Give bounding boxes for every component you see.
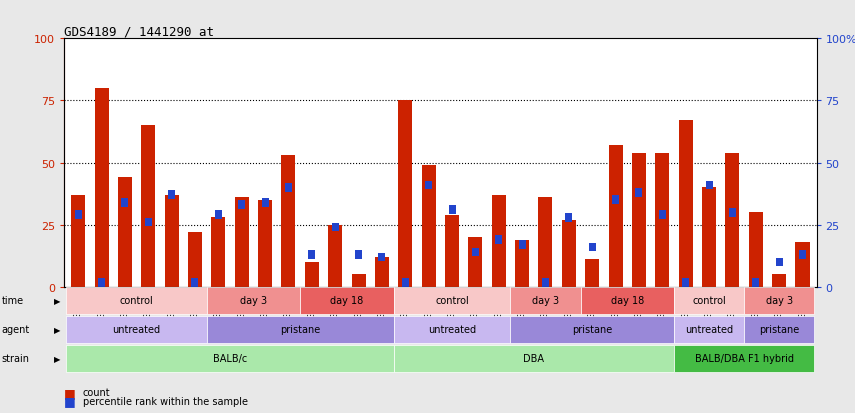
Bar	[309, 250, 315, 259]
Bar	[141, 126, 156, 287]
Text: time: time	[2, 295, 24, 306]
Text: count: count	[83, 387, 110, 397]
Bar	[635, 188, 642, 197]
Text: untreated: untreated	[428, 324, 476, 335]
Text: ▶: ▶	[54, 296, 61, 305]
Text: pristane: pristane	[759, 324, 799, 335]
Bar	[192, 278, 198, 287]
Bar	[492, 195, 506, 287]
Bar	[144, 218, 151, 227]
Text: untreated: untreated	[113, 324, 161, 335]
Text: percentile rank within the sample: percentile rank within the sample	[83, 396, 248, 406]
Bar	[258, 200, 272, 287]
Bar	[95, 89, 109, 287]
Bar	[495, 235, 502, 244]
Text: ▶: ▶	[54, 354, 61, 363]
Text: day 3: day 3	[765, 295, 793, 306]
Bar	[328, 225, 342, 287]
Bar	[121, 199, 128, 207]
Bar	[702, 188, 716, 287]
Bar	[281, 156, 296, 287]
Text: day 3: day 3	[532, 295, 559, 306]
Bar	[98, 278, 105, 287]
Bar	[562, 220, 576, 287]
Bar	[749, 213, 763, 287]
Text: untreated: untreated	[685, 324, 733, 335]
Bar	[168, 191, 175, 200]
Bar	[772, 275, 786, 287]
Bar	[235, 198, 249, 287]
Bar	[332, 223, 339, 232]
Bar	[515, 240, 529, 287]
Text: control: control	[435, 295, 469, 306]
Bar	[539, 198, 552, 287]
Bar	[679, 121, 693, 287]
Bar	[612, 196, 619, 204]
Bar	[775, 258, 782, 267]
Text: day 18: day 18	[330, 295, 363, 306]
Bar	[519, 240, 526, 249]
Bar	[262, 199, 268, 207]
Text: DBA: DBA	[523, 353, 545, 363]
Bar	[752, 278, 759, 287]
Text: strain: strain	[2, 353, 30, 363]
Bar	[589, 243, 596, 252]
Bar	[659, 211, 666, 220]
Bar	[425, 181, 432, 190]
Bar	[188, 233, 202, 287]
Text: day 18: day 18	[610, 295, 644, 306]
Bar	[304, 262, 319, 287]
Bar	[398, 101, 412, 287]
Bar	[374, 257, 389, 287]
Bar	[74, 211, 81, 220]
Bar	[469, 237, 482, 287]
Bar	[355, 250, 362, 259]
Bar	[71, 195, 86, 287]
Bar	[285, 183, 292, 192]
Bar	[795, 242, 810, 287]
Text: agent: agent	[2, 324, 30, 335]
Bar	[655, 153, 669, 287]
Bar	[682, 278, 689, 287]
Bar	[542, 278, 549, 287]
Text: BALB/c: BALB/c	[213, 353, 247, 363]
Bar	[165, 195, 179, 287]
Text: GDS4189 / 1441290_at: GDS4189 / 1441290_at	[64, 25, 214, 38]
Bar	[725, 153, 740, 287]
Bar	[118, 178, 132, 287]
Bar	[422, 166, 436, 287]
Bar	[705, 181, 712, 190]
Bar	[211, 218, 226, 287]
Text: pristane: pristane	[280, 324, 321, 335]
Bar	[585, 260, 599, 287]
Bar	[449, 206, 456, 215]
Bar	[379, 253, 386, 262]
Bar	[565, 214, 572, 222]
Text: BALB/DBA F1 hybrid: BALB/DBA F1 hybrid	[694, 353, 793, 363]
Bar	[351, 275, 366, 287]
Text: control: control	[693, 295, 726, 306]
Bar	[632, 153, 646, 287]
Text: ■: ■	[64, 386, 76, 399]
Bar	[215, 211, 221, 220]
Bar	[729, 208, 736, 217]
Text: control: control	[120, 295, 153, 306]
Bar	[609, 146, 622, 287]
Bar	[239, 201, 245, 210]
Text: day 3: day 3	[240, 295, 267, 306]
Text: ▶: ▶	[54, 325, 61, 334]
Bar	[402, 278, 409, 287]
Bar	[799, 250, 806, 259]
Text: pristane: pristane	[572, 324, 612, 335]
Text: ■: ■	[64, 394, 76, 407]
Bar	[445, 215, 459, 287]
Bar	[472, 248, 479, 256]
